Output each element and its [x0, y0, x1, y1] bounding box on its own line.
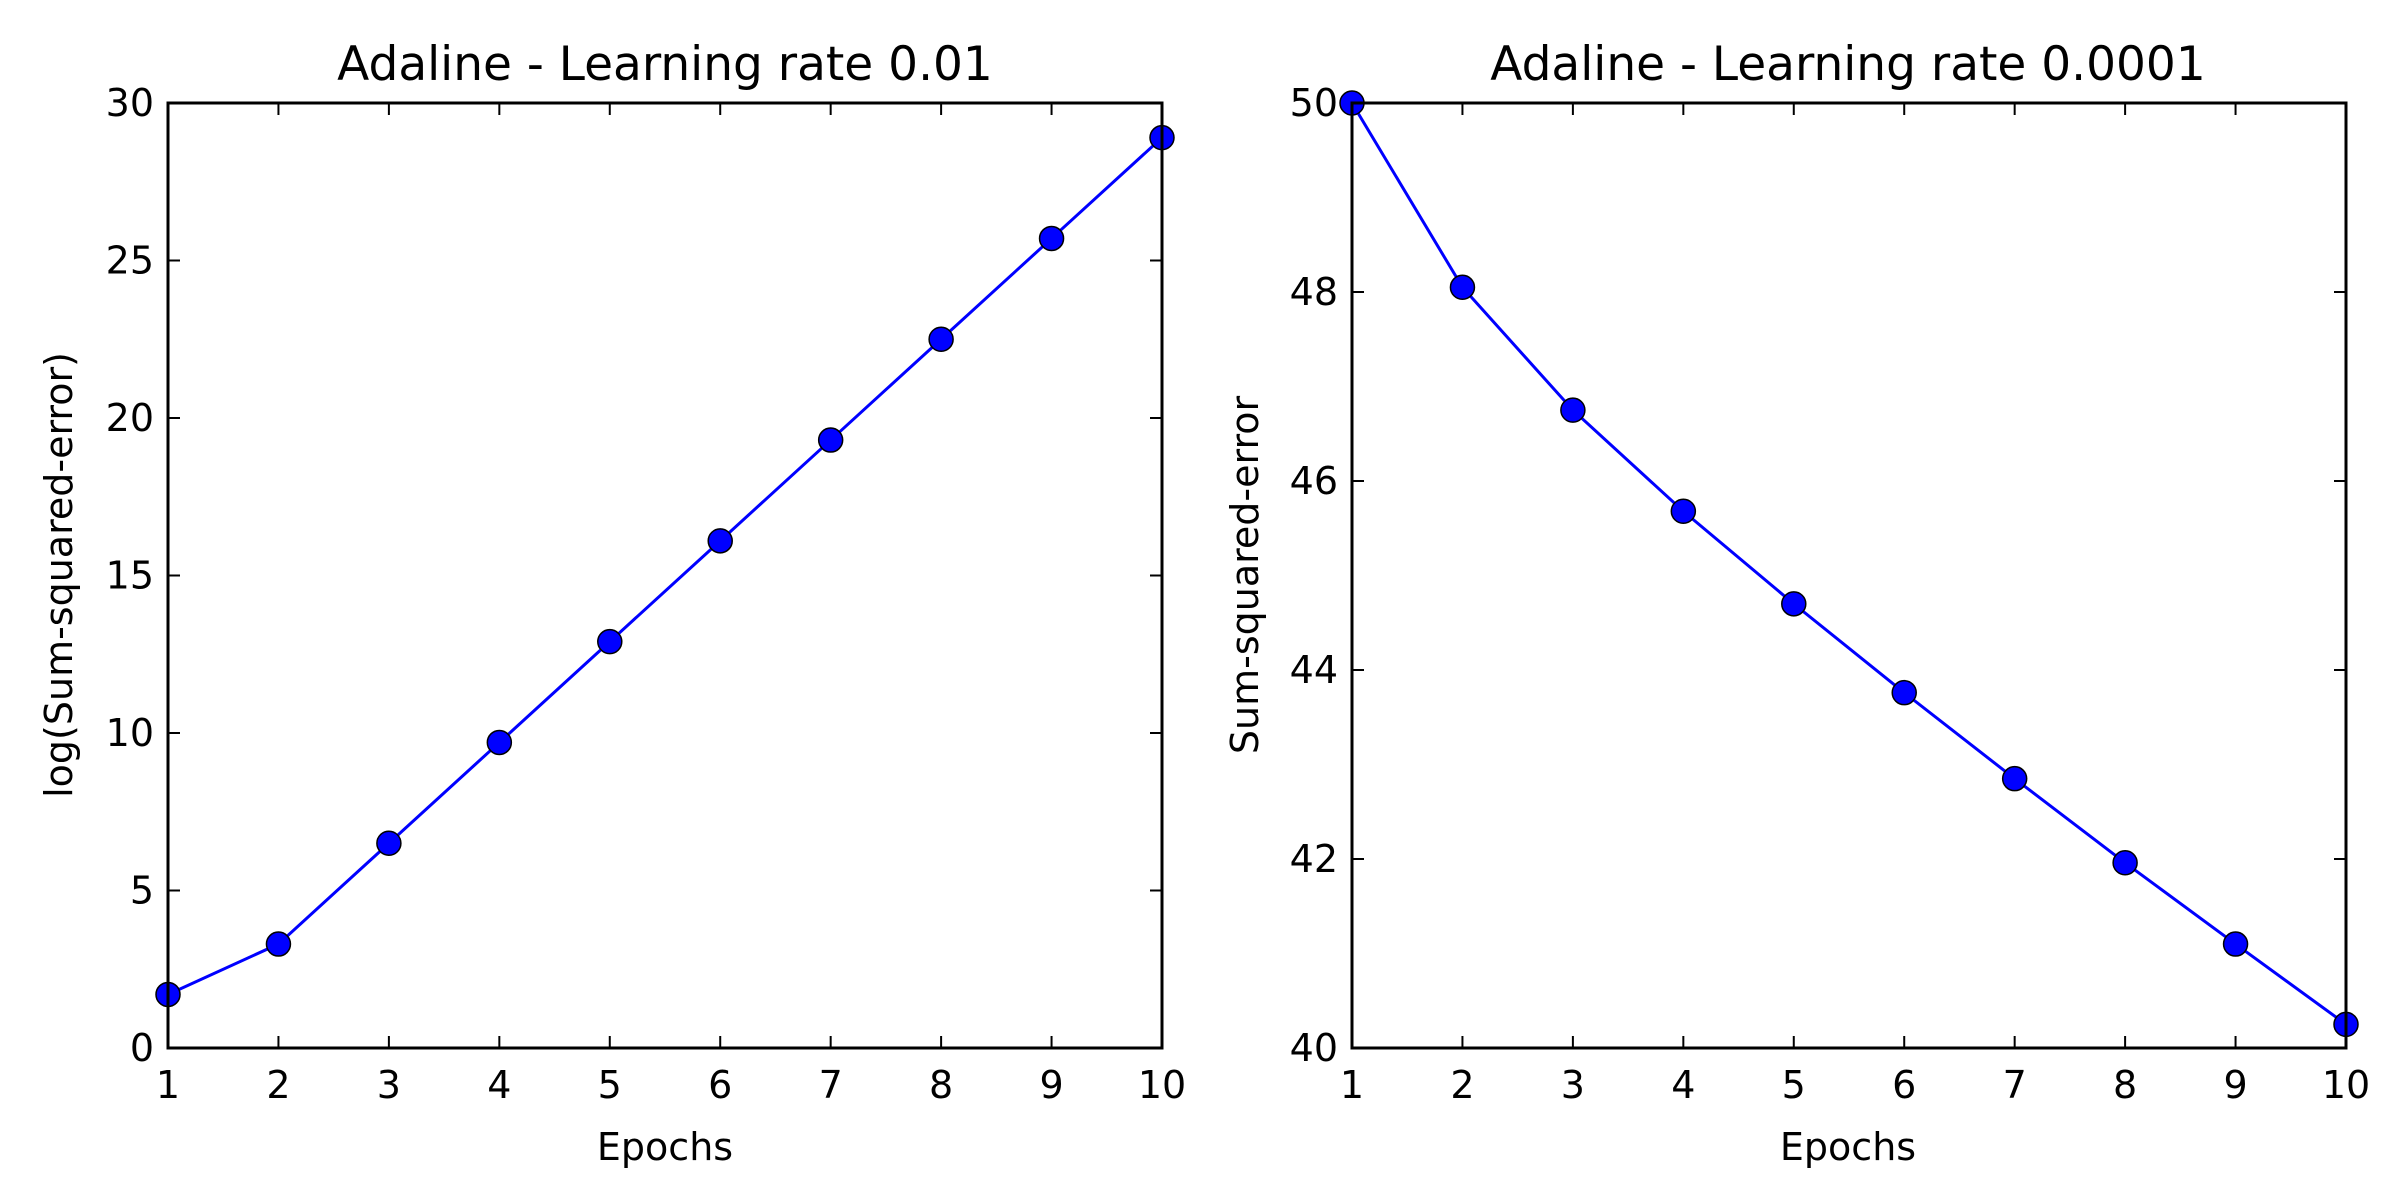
x-tick-label: 6 [1892, 1063, 1916, 1107]
data-point [707, 528, 733, 554]
chart-title: Adaline - Learning rate 0.0001 [1490, 37, 2205, 92]
x-tick-label: 3 [377, 1063, 401, 1107]
y-tick-label: 44 [1290, 648, 1338, 692]
chart-title: Adaline - Learning rate 0.01 [337, 37, 993, 92]
y-tick-label: 30 [106, 81, 154, 125]
x-tick-label: 9 [1039, 1063, 1063, 1107]
data-point [1560, 397, 1586, 423]
data-point [1781, 591, 1807, 617]
x-tick-label: 5 [1782, 1063, 1806, 1107]
x-tick-label: 1 [156, 1063, 180, 1107]
x-tick-label: 2 [266, 1063, 290, 1107]
series-line [1350, 102, 2347, 1026]
markers [1339, 90, 2359, 1038]
y-tick-label: 42 [1290, 837, 1338, 881]
y-tick-label: 20 [106, 396, 154, 440]
x-axis-label: Epochs [597, 1125, 733, 1169]
y-tick-label: 25 [106, 239, 154, 283]
x-tick-label: 2 [1450, 1063, 1474, 1107]
y-tick-label: 48 [1290, 270, 1338, 314]
data-point [1670, 498, 1697, 524]
markers [155, 124, 1175, 1008]
x-tick-label: 6 [708, 1063, 732, 1107]
y-tick-label: 10 [106, 711, 154, 755]
data-point [486, 729, 513, 756]
data-point [2112, 850, 2138, 876]
plot-frame [166, 101, 1164, 1050]
x-tick-label: 1 [1340, 1063, 1364, 1107]
ticks [1351, 102, 2347, 1049]
data-point [2001, 765, 2028, 792]
x-tick-label: 9 [2223, 1063, 2247, 1107]
x-tick-label: 8 [2113, 1063, 2137, 1107]
tick-labels: 1 2 3 4 5 6 7 8 9 10 40 42 44 46 48 50 [1290, 81, 2371, 1107]
y-tick-label: 0 [130, 1026, 154, 1070]
y-tick-label: 40 [1290, 1026, 1338, 1070]
x-tick-label: 3 [1561, 1063, 1585, 1107]
y-tick-label: 15 [106, 554, 154, 598]
data-point [1891, 679, 1917, 706]
x-axis-label: Epochs [1780, 1125, 1916, 1169]
series-line [167, 136, 1164, 996]
ticks [167, 102, 1163, 1049]
data-point [817, 427, 844, 453]
plot-frame [1350, 101, 2348, 1050]
data-point [1038, 225, 1065, 252]
y-tick-label: 5 [130, 869, 154, 913]
x-tick-label: 5 [598, 1063, 622, 1107]
data-point [597, 628, 623, 655]
x-tick-label: 8 [929, 1063, 953, 1107]
data-point [265, 931, 292, 957]
x-tick-label: 10 [2322, 1063, 2370, 1107]
x-tick-label: 7 [2003, 1063, 2027, 1107]
x-tick-label: 10 [1138, 1063, 1186, 1107]
data-point [376, 830, 402, 856]
y-axis-label: log(Sum-squared-error) [37, 352, 81, 798]
data-point [2222, 931, 2249, 957]
x-tick-label: 7 [819, 1063, 843, 1107]
x-tick-label: 4 [1671, 1063, 1695, 1107]
y-tick-label: 50 [1290, 81, 1338, 125]
data-point [1449, 274, 1476, 301]
y-axis-label: Sum-squared-error [1223, 396, 1267, 755]
data-point [928, 326, 954, 352]
tick-labels: 1 2 3 4 5 6 7 8 9 10 0 5 10 15 20 25 30 [106, 81, 1187, 1107]
y-tick-label: 46 [1290, 459, 1338, 503]
chart-learning-rate-00001: Adaline - Learning rate 0.0001 Sum-squar… [1223, 37, 2370, 1169]
x-tick-label: 4 [487, 1063, 511, 1107]
chart-learning-rate-001: Adaline - Learning rate 0.01 log(Sum-squ… [37, 37, 1186, 1169]
